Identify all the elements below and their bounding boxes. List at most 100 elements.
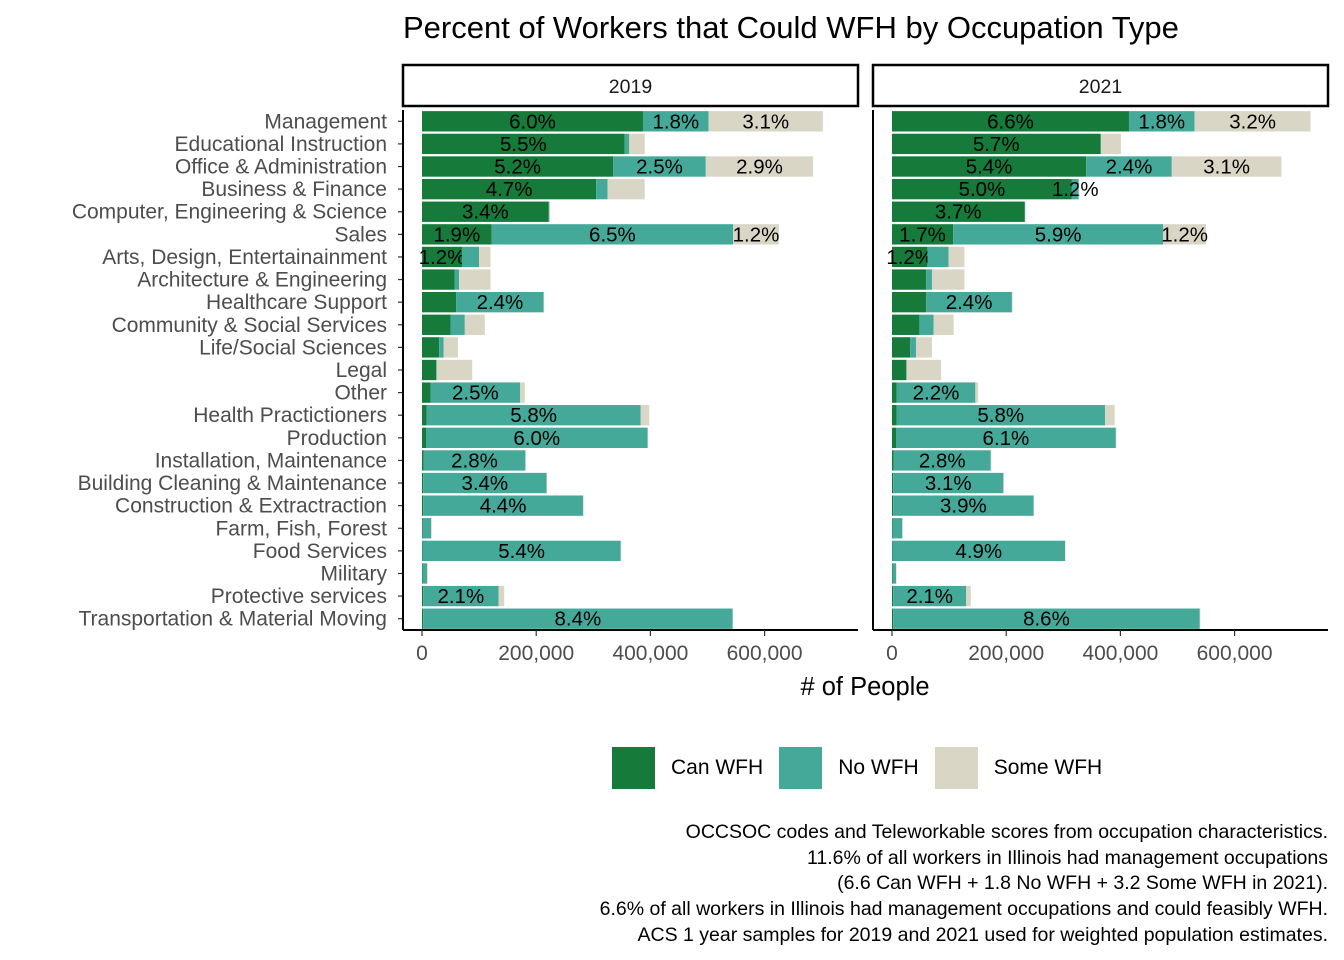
bar-can-wfh <box>892 450 894 471</box>
caption-line: 6.6% of all workers in Illinois had mana… <box>599 898 1328 921</box>
data-label: 1.8% <box>652 110 699 133</box>
data-label: 5.8% <box>510 404 557 427</box>
category-label: Installation, Maintenance <box>155 449 387 472</box>
bar-no-wfh <box>892 540 1066 562</box>
legend-key-some-wfh <box>934 747 978 789</box>
bar-no-wfh <box>910 337 916 358</box>
bar-some-wfh <box>546 472 548 494</box>
x-tick-label: 400,000 <box>612 642 688 665</box>
category-label: Farm, Fish, Forest <box>215 517 387 540</box>
bar-can-wfh <box>422 382 431 403</box>
category-label: Legal <box>336 359 387 382</box>
category-label: Protective services <box>211 585 387 608</box>
bar-can-wfh <box>422 540 423 562</box>
data-label: 1.2% <box>1052 178 1099 201</box>
bar-no-wfh <box>1071 178 1079 200</box>
category-label: Life/Social Sciences <box>199 336 387 359</box>
x-tick-label: 200,000 <box>498 642 574 665</box>
bar-can-wfh <box>422 337 440 358</box>
bar-no-wfh <box>613 156 706 177</box>
bar-can-wfh <box>892 314 920 335</box>
bar-some-wfh <box>1003 472 1004 494</box>
data-label: 2.5% <box>452 382 499 405</box>
bar-can-wfh <box>422 201 549 222</box>
bar-some-wfh <box>733 224 779 245</box>
data-label: 6.0% <box>509 110 556 133</box>
bar-can-wfh <box>422 563 423 584</box>
bar-can-wfh <box>892 382 897 403</box>
bar-can-wfh <box>422 133 625 155</box>
bar-can-wfh <box>422 450 424 471</box>
bar-no-wfh <box>1100 133 1101 155</box>
x-tick-label: 400,000 <box>1082 642 1158 665</box>
bar-no-wfh <box>892 563 896 584</box>
data-label: 6.5% <box>589 223 636 246</box>
data-label: 3.4% <box>461 472 508 495</box>
bar-can-wfh <box>422 359 437 381</box>
bar-no-wfh <box>1128 111 1195 132</box>
category-label: Architecture & Engineering <box>137 269 387 292</box>
category-label: Building Cleaning & Maintenance <box>78 472 387 495</box>
bar-some-wfh <box>990 450 992 471</box>
data-label: 5.8% <box>977 404 1024 427</box>
bar-can-wfh <box>892 201 1025 222</box>
bar-no-wfh <box>461 246 480 268</box>
bar-some-wfh <box>583 495 584 516</box>
bar-can-wfh <box>892 337 911 358</box>
bar-can-wfh <box>892 111 1129 132</box>
bar-can-wfh <box>422 246 462 268</box>
data-label: 4.4% <box>480 495 527 518</box>
bar-some-wfh <box>543 292 545 313</box>
data-label: 5.5% <box>500 133 547 156</box>
data-label: 6.6% <box>987 110 1034 133</box>
data-label: 3.4% <box>462 201 509 224</box>
bar-can-wfh <box>892 472 894 494</box>
data-label: 3.1% <box>1203 156 1250 179</box>
bar-no-wfh <box>893 450 991 471</box>
bar-can-wfh <box>892 178 1072 200</box>
bar-no-wfh <box>624 133 630 155</box>
bar-some-wfh <box>902 518 903 539</box>
bar-can-wfh <box>422 405 427 426</box>
data-label: 6.0% <box>513 427 560 450</box>
bar-can-wfh <box>422 178 597 200</box>
bar-some-wfh <box>520 382 525 403</box>
bar-no-wfh <box>906 359 907 381</box>
bar-no-wfh <box>423 495 584 516</box>
data-label: 2.4% <box>946 291 993 314</box>
x-tick-label: 600,000 <box>727 642 803 665</box>
bar-can-wfh <box>892 224 954 245</box>
data-label: 2.4% <box>477 291 524 314</box>
bar-no-wfh <box>423 585 499 607</box>
data-label: 2.2% <box>913 382 960 405</box>
bar-can-wfh <box>422 292 457 313</box>
data-label: 5.0% <box>959 178 1006 201</box>
bar-some-wfh <box>549 201 550 222</box>
bar-some-wfh <box>479 246 491 268</box>
bar-can-wfh <box>892 495 894 516</box>
category-label: Community & Social Services <box>112 314 387 337</box>
x-tick-label: 0 <box>886 642 898 665</box>
bar-some-wfh <box>1163 224 1207 245</box>
caption-line: ACS 1 year samples for 2019 and 2021 use… <box>637 923 1328 946</box>
data-label: 2.1% <box>906 585 953 608</box>
bar-some-wfh <box>906 359 942 381</box>
data-label: 5.4% <box>498 540 545 563</box>
facet-label: 2021 <box>1079 76 1122 98</box>
bar-can-wfh <box>892 246 928 268</box>
x-tick-label: 0 <box>416 642 428 665</box>
bar-no-wfh <box>439 337 444 358</box>
bar-some-wfh <box>1078 178 1080 200</box>
bar-some-wfh <box>931 269 965 290</box>
bar-some-wfh <box>1025 201 1026 222</box>
legend-label-some-wfh: Some WFH <box>993 756 1103 779</box>
bar-some-wfh <box>895 563 897 584</box>
data-label: 1.2% <box>1161 223 1208 246</box>
data-label: 2.1% <box>437 585 484 608</box>
category-label: Military <box>321 562 388 585</box>
bar-some-wfh <box>1199 608 1201 629</box>
bar-no-wfh <box>454 269 460 290</box>
bar-some-wfh <box>1100 133 1121 155</box>
bar-some-wfh <box>431 518 432 539</box>
bar-no-wfh <box>895 427 1116 448</box>
